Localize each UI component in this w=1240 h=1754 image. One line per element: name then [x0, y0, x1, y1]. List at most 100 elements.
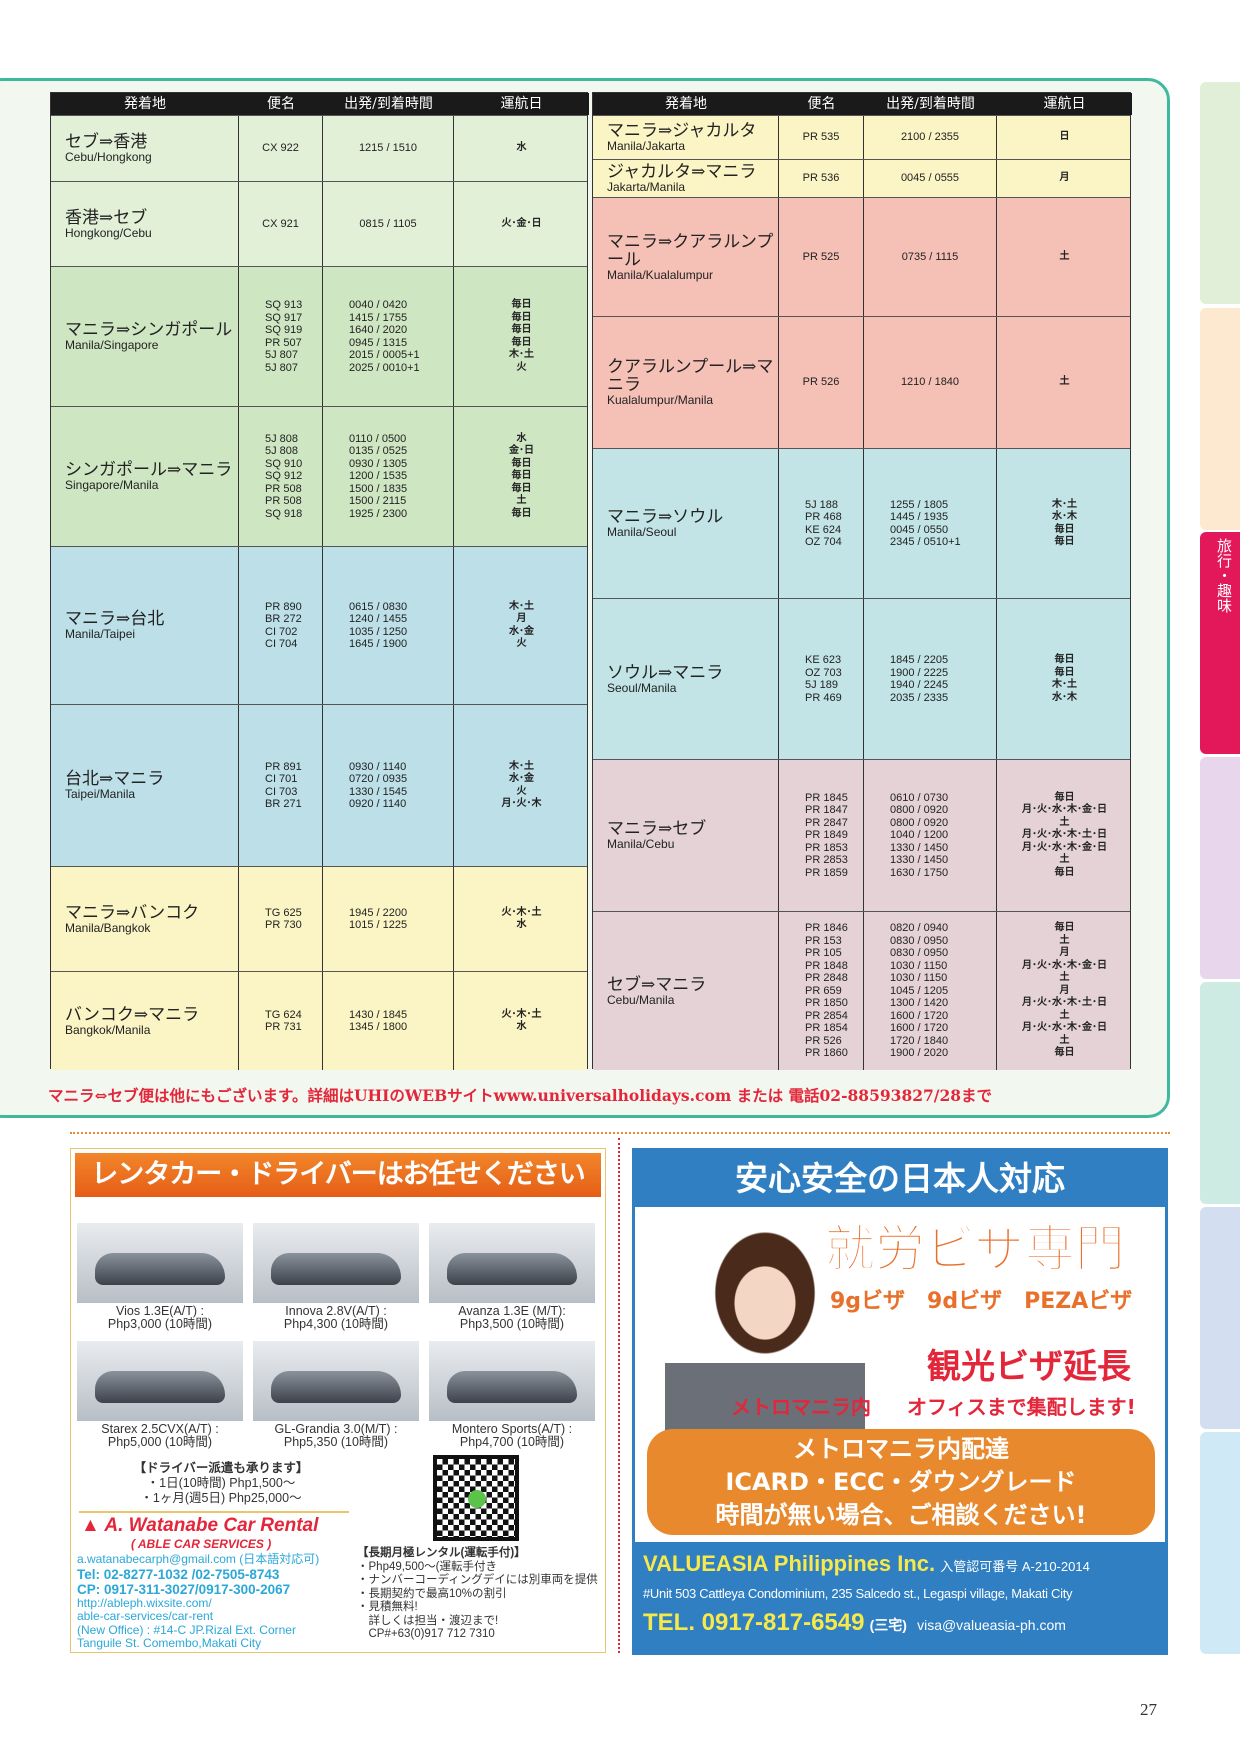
table-row: マニラ⇒シンガポール Manila/Singapore SQ 913 SQ 917 SQ…	[51, 266, 587, 406]
flight-number: PR 525	[802, 250, 840, 263]
flight-number: PR 1845	[805, 791, 848, 804]
flight-time-cell: 1255 / 1805 1445 / 1935 0045 / 0550 2345 / …	[864, 449, 997, 598]
operating-days: 火･木･土	[501, 906, 542, 918]
company-email[interactable]: visa@valueasia-ph.com	[917, 1617, 1066, 1633]
operating-days: 水	[516, 432, 527, 444]
flight-time: 1300 / 1420	[890, 997, 949, 1010]
route-cell: マニラ⇒ジャカルタ Manila/Jakarta	[593, 116, 779, 159]
flight-time-cell: 0040 / 0420 1415 / 1755 1640 / 2020 0945 / …	[323, 267, 454, 406]
flight-number: TG 625	[265, 906, 302, 919]
operating-days: 毎日	[1054, 1047, 1075, 1059]
route-cell: マニラ⇒クアラルンプール Manila/Kualalumpur	[593, 198, 779, 316]
operating-days: 毎日	[511, 457, 532, 469]
email-link[interactable]: a.watanabecarph@gmail.com (日本語対応可)	[77, 1552, 320, 1566]
route-cell: マニラ⇒セブ Manila/Cebu	[593, 760, 779, 911]
route-cell: シンガポール⇒マニラ Singapore/Manila	[51, 407, 239, 546]
operating-days: 木･土	[509, 600, 534, 612]
flight-time-cell: 1945 / 2200 1015 / 1225	[323, 867, 454, 971]
route-ja: 台北⇒マニラ	[65, 769, 165, 790]
tourist-visa-extension: 観光ビザ延長	[927, 1347, 1131, 1387]
flight-time-cell: 1210 / 1840	[864, 317, 997, 448]
side-tab-2[interactable]	[1200, 308, 1240, 530]
flight-number: PR 535	[802, 131, 840, 144]
side-tab-6[interactable]	[1200, 1207, 1240, 1429]
side-tab-7[interactable]	[1200, 1432, 1240, 1654]
route-cell: セブ⇒マニラ Cebu/Manila	[593, 912, 779, 1070]
flight-time: 0930 / 1305	[349, 457, 408, 470]
flight-time-cell: 0930 / 1140 0720 / 0935 1330 / 1545 0920 / …	[323, 705, 454, 866]
flight-number: KE 623	[805, 654, 842, 666]
flight-table-right: 発着地 便名 出発/到着時間 運航日 マニラ⇒ジャカルタ Manila/Jakarta PR…	[592, 92, 1132, 1070]
flight-time: 0930 / 1140	[349, 760, 407, 773]
flight-time: 1200 / 1535	[349, 470, 408, 483]
flight-time: 1330 / 1450	[890, 854, 949, 867]
flight-number: PR 2853	[805, 854, 848, 867]
work-visa-heading: 就労ビザ専門	[825, 1220, 1126, 1279]
operating-days: 土	[1059, 250, 1070, 262]
route-ja: マニラ⇒セブ	[607, 819, 707, 840]
divider	[70, 1132, 1170, 1134]
route-ja: マニラ⇒バンコク	[65, 902, 200, 923]
operating-days: 毎日	[1054, 536, 1075, 547]
table-row: マニラ⇒ソウル Manila/Seoul 5J 188 PR 468 KE 624 OZ …	[593, 448, 1130, 598]
car-listing: Vios 1.3E(A/T) : Php3,000 (10時間)	[77, 1223, 243, 1335]
flight-time-cell: 1215 / 1510	[323, 116, 454, 181]
route-en: Seoul/Manila	[607, 680, 677, 695]
flight-number: CI 704	[265, 638, 298, 650]
operating-days: 月･火･水･木･金･日	[1022, 1022, 1107, 1034]
operating-days-cell: 水	[454, 116, 589, 181]
operating-days-cell: 火･木･土水	[454, 867, 589, 971]
operating-days: 月	[1059, 172, 1070, 184]
flight-number: KE 624	[805, 523, 842, 536]
flight-number: BR 272	[265, 613, 302, 625]
route-en: Manila/Taipei	[65, 627, 136, 642]
flight-number: PR 890	[265, 600, 302, 613]
flight-time: 1600 / 1720	[890, 1022, 949, 1035]
service-line: メトロマニラ内配達	[793, 1435, 1009, 1463]
long-term-title: 【長期月極レンタル(運転手付)】	[357, 1547, 526, 1559]
delivery-text: オフィスまで集配します!	[907, 1395, 1136, 1419]
flight-time: 1640 / 2020	[349, 324, 408, 336]
side-tab-travel[interactable]: 旅行・趣味	[1200, 532, 1240, 754]
operating-days: 月･火･水･木･土･日	[1022, 997, 1107, 1009]
flight-number: CI 701	[265, 773, 298, 785]
side-tab-1[interactable]	[1200, 82, 1240, 304]
flight-time: 1210 / 1840	[900, 376, 960, 389]
flight-number: OZ 704	[805, 536, 842, 548]
route-en: Jakarta/Manila	[607, 180, 686, 195]
flight-number-cell: PR 535	[779, 116, 864, 159]
flight-number-cell: PR 891 CI 701 CI 703 BR 271	[239, 705, 323, 866]
service-line: ICARD・ECC・ダウングレード	[725, 1468, 1077, 1496]
visa-ad-title: 安心安全の日本人対応	[635, 1151, 1165, 1207]
operating-days: 土	[1059, 854, 1070, 866]
company-address: #Unit 503 Cattleya Condominium, 235 Salc…	[643, 1586, 1073, 1601]
flight-time-cell: 0110 / 0500 0135 / 0525 0930 / 1305 1200 / …	[323, 407, 454, 546]
flight-number: CX 922	[262, 142, 299, 155]
website-link[interactable]: http://ableph.wixsite.com/	[77, 1595, 212, 1610]
operating-days: 水･木	[1052, 511, 1077, 522]
table-row: 香港⇒セブ Hongkong/Cebu CX 921 0815 / 1105 火･金･日	[51, 181, 587, 266]
flight-time-cell: 0815 / 1105	[323, 182, 454, 266]
operating-days: 毎日	[1054, 523, 1075, 535]
operating-days-cell: 木･土 水･金火月･火･木	[454, 705, 589, 866]
side-tab-4[interactable]	[1200, 757, 1240, 979]
website-link[interactable]: able-car-services/car-rent	[77, 1609, 214, 1623]
flight-number-cell: TG 624 PR 731	[239, 972, 323, 1070]
car-price: Php3,000 (10時間)	[107, 1317, 213, 1331]
operating-days: 土	[1059, 934, 1070, 946]
flight-number: 5J 188	[805, 498, 839, 511]
flight-time: 1500 / 2115	[349, 495, 407, 508]
flight-number: PR 153	[805, 934, 842, 947]
flight-time: 0820 / 0940	[890, 922, 949, 935]
flight-number-cell: 5J 188 PR 468 KE 624 OZ 704	[779, 449, 864, 598]
route-ja: マニラ⇒台北	[65, 609, 165, 630]
flight-number: PR 659	[805, 984, 842, 997]
side-tab-5[interactable]	[1200, 982, 1240, 1204]
flight-number: PR 731	[265, 1021, 302, 1033]
flight-time: 1030 / 1150	[890, 972, 948, 985]
table-row: 台北⇒マニラ Taipei/Manila PR 891 CI 701 CI 703 BR …	[51, 704, 587, 866]
flight-number: PR 1850	[805, 997, 848, 1010]
flight-time: 0815 / 1105	[359, 217, 417, 230]
route-cell: 台北⇒マニラ Taipei/Manila	[51, 705, 239, 866]
driver-title: 【ドライバー派遣も承ります】	[133, 1461, 309, 1475]
